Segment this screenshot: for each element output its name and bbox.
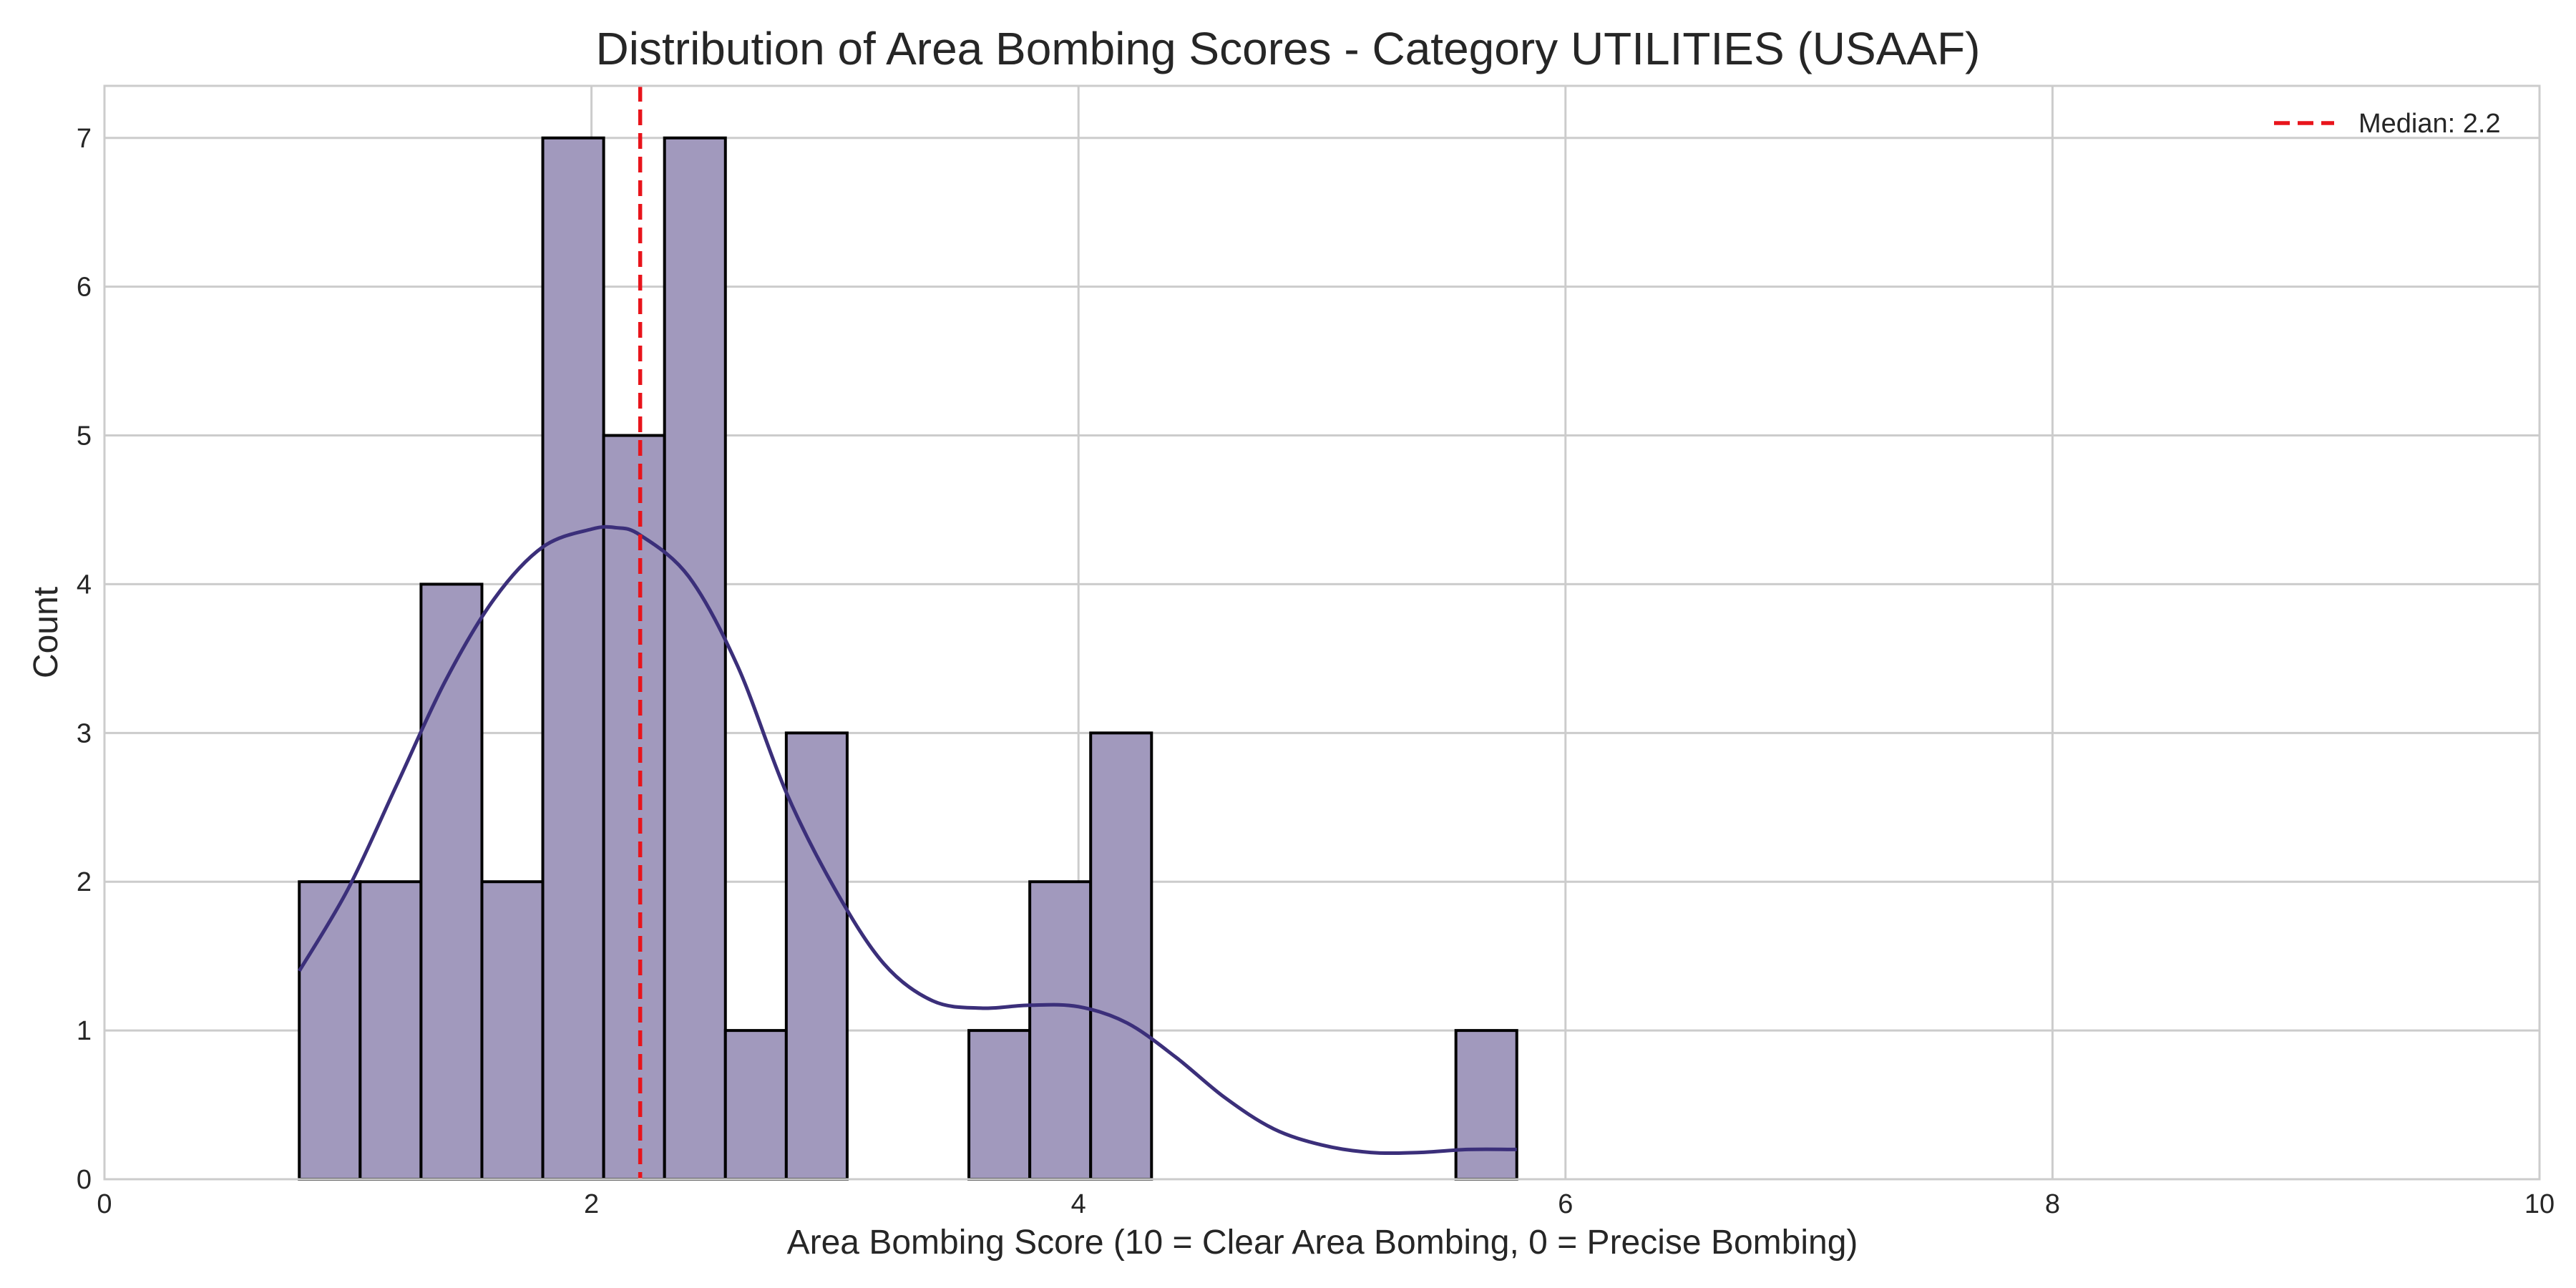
y-tick-label: 1: [77, 1016, 92, 1046]
histogram-bar: [358, 880, 423, 1181]
y-tick-label: 4: [77, 570, 92, 600]
histogram-bar: [298, 880, 362, 1181]
plot-frame: [103, 84, 2541, 1181]
y-tick-label: 5: [77, 421, 92, 452]
x-tick-label: 2: [584, 1189, 599, 1219]
x-tick-label: 0: [97, 1189, 112, 1219]
legend-median-label: Median: 2.2: [2358, 109, 2501, 139]
y-tick-label: 0: [77, 1165, 92, 1195]
y-tick-label: 3: [77, 718, 92, 748]
kde-curve: [298, 525, 1517, 1156]
y-tick-labels: 0 1 2 3 4 5 6 7: [77, 124, 92, 1195]
x-tick-label: 8: [2045, 1189, 2060, 1219]
kde-curve-group: [298, 525, 1517, 1156]
histogram-bar: [480, 880, 545, 1181]
y-tick-label: 6: [77, 273, 92, 303]
histogram-bar: [663, 136, 727, 1181]
histogram-bar: [784, 731, 849, 1181]
histogram-bar: [1089, 731, 1153, 1181]
histogram-bars: [298, 136, 1518, 1181]
legend: Median: 2.2: [2274, 109, 2501, 139]
x-tick-label: 10: [2524, 1189, 2555, 1219]
histogram-bar: [723, 1029, 788, 1181]
x-axis-label: Area Bombing Score (10 = Clear Area Bomb…: [787, 1224, 1858, 1262]
histogram-bar: [1028, 880, 1093, 1181]
y-tick-label: 2: [77, 867, 92, 897]
histogram-bar: [967, 1029, 1032, 1181]
y-axis-label: Count: [27, 587, 65, 678]
x-tick-label: 6: [1558, 1189, 1573, 1219]
histogram-bar: [541, 136, 605, 1181]
histogram-bar: [1454, 1029, 1518, 1181]
x-tick-labels: 0 2 4 6 8 10: [97, 1189, 2555, 1219]
chart-title: Distribution of Area Bombing Scores - Ca…: [596, 23, 1981, 74]
y-tick-label: 7: [77, 124, 92, 154]
x-tick-label: 4: [1071, 1189, 1086, 1219]
histogram-bar: [419, 582, 484, 1181]
